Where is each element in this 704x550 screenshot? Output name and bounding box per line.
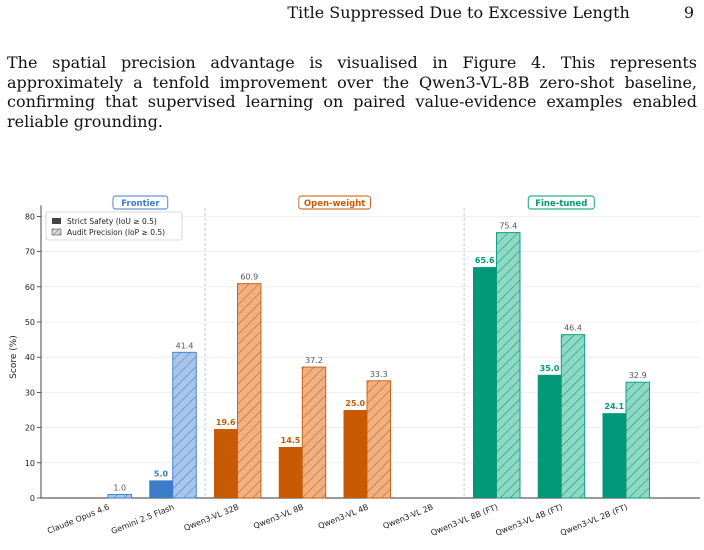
bar-audit-precision bbox=[237, 283, 262, 499]
y-axis-label: Score (%) bbox=[9, 335, 19, 379]
bar-audit-precision bbox=[301, 366, 327, 499]
legend-swatch-audit-precision bbox=[51, 228, 62, 236]
x-tick-label: Qwen3-VL 8B (FT) bbox=[430, 503, 500, 538]
data-label-strict-safety: 14.5 bbox=[281, 436, 301, 445]
y-tick-label: 0 bbox=[30, 494, 35, 503]
bar-audit-precision bbox=[107, 494, 132, 499]
bar-strict-safety bbox=[214, 429, 238, 498]
group-label: Fine-tuned bbox=[535, 199, 587, 209]
data-label-strict-safety: 24.1 bbox=[604, 402, 624, 411]
data-label-audit-precision: 41.4 bbox=[176, 341, 194, 350]
bar-strict-safety bbox=[602, 413, 626, 498]
data-label-audit-precision: 37.2 bbox=[305, 356, 323, 365]
data-label-strict-safety: 19.6 bbox=[216, 418, 236, 427]
data-label-audit-precision: 46.4 bbox=[564, 324, 582, 333]
data-label-audit-precision: 60.9 bbox=[240, 273, 258, 282]
legend-label-audit-precision: Audit Precision (IoP ≥ 0.5) bbox=[67, 228, 165, 237]
x-tick-label: Qwen3-VL 4B (FT) bbox=[494, 503, 564, 538]
data-label-strict-safety: 5.0 bbox=[154, 469, 169, 478]
body-paragraph: The spatial precision advantage is visua… bbox=[7, 53, 697, 131]
y-tick-label: 50 bbox=[25, 318, 35, 327]
bar-strict-safety bbox=[149, 480, 173, 498]
group-label: Open-weight bbox=[304, 199, 365, 209]
data-label-audit-precision: 1.0 bbox=[113, 483, 126, 492]
y-tick-label: 40 bbox=[25, 353, 35, 362]
y-tick-label: 10 bbox=[25, 459, 35, 468]
y-tick-label: 80 bbox=[25, 212, 35, 221]
bar-audit-precision bbox=[172, 351, 197, 499]
x-tick-label: Qwen3-VL 8B bbox=[252, 503, 305, 531]
bar-audit-precision bbox=[625, 381, 650, 499]
bar-strict-safety bbox=[473, 267, 497, 498]
y-tick-label: 20 bbox=[25, 424, 35, 433]
data-label-audit-precision: 32.9 bbox=[629, 371, 647, 380]
figure-bar-chart: 0 10 20 30 40 50 60 70 80 Score (%) Frontier Open-w… bbox=[9, 195, 700, 538]
bar-strict-safety bbox=[278, 446, 303, 498]
running-header: Title Suppressed Due to Excessive Length… bbox=[287, 3, 694, 22]
legend-label-strict-safety: Strict Safety (IoU ≥ 0.5) bbox=[67, 217, 157, 226]
legend-swatch-strict-safety bbox=[52, 218, 61, 224]
bar-audit-precision bbox=[366, 380, 391, 499]
group-label-box bbox=[527, 195, 595, 210]
data-label-strict-safety: 35.0 bbox=[540, 364, 560, 373]
group-label-box bbox=[298, 195, 371, 210]
legend-box bbox=[45, 211, 183, 241]
page-number: 9 bbox=[683, 3, 694, 22]
x-tick-label: Claude Opus 4.6 bbox=[46, 503, 111, 536]
x-tick-label: Qwen3-VL 2B (FT) bbox=[559, 503, 629, 538]
bar-audit-precision bbox=[560, 334, 586, 499]
bar-strict-safety bbox=[537, 374, 562, 498]
data-label-audit-precision: 33.3 bbox=[370, 370, 388, 379]
y-tick-label: 60 bbox=[25, 283, 35, 292]
y-tick-label: 30 bbox=[25, 388, 35, 397]
x-tick-label: Qwen3-VL 4B bbox=[317, 503, 370, 531]
running-title: Title Suppressed Due to Excessive Length bbox=[287, 3, 630, 22]
y-tick-label: 70 bbox=[25, 248, 35, 257]
group-label-box bbox=[112, 195, 169, 210]
data-label-strict-safety: 25.0 bbox=[345, 399, 365, 408]
group-label: Frontier bbox=[121, 199, 160, 209]
x-tick-label: Qwen3-VL 32B bbox=[183, 503, 241, 533]
x-tick-label: Gemini 2.5 Flash bbox=[110, 503, 176, 537]
data-label-audit-precision: 75.4 bbox=[499, 222, 517, 231]
bar-audit-precision bbox=[496, 232, 521, 499]
x-tick-label: Qwen3-VL 2B bbox=[382, 503, 435, 531]
bar-strict-safety bbox=[343, 410, 367, 498]
data-label-strict-safety: 65.6 bbox=[475, 256, 495, 265]
